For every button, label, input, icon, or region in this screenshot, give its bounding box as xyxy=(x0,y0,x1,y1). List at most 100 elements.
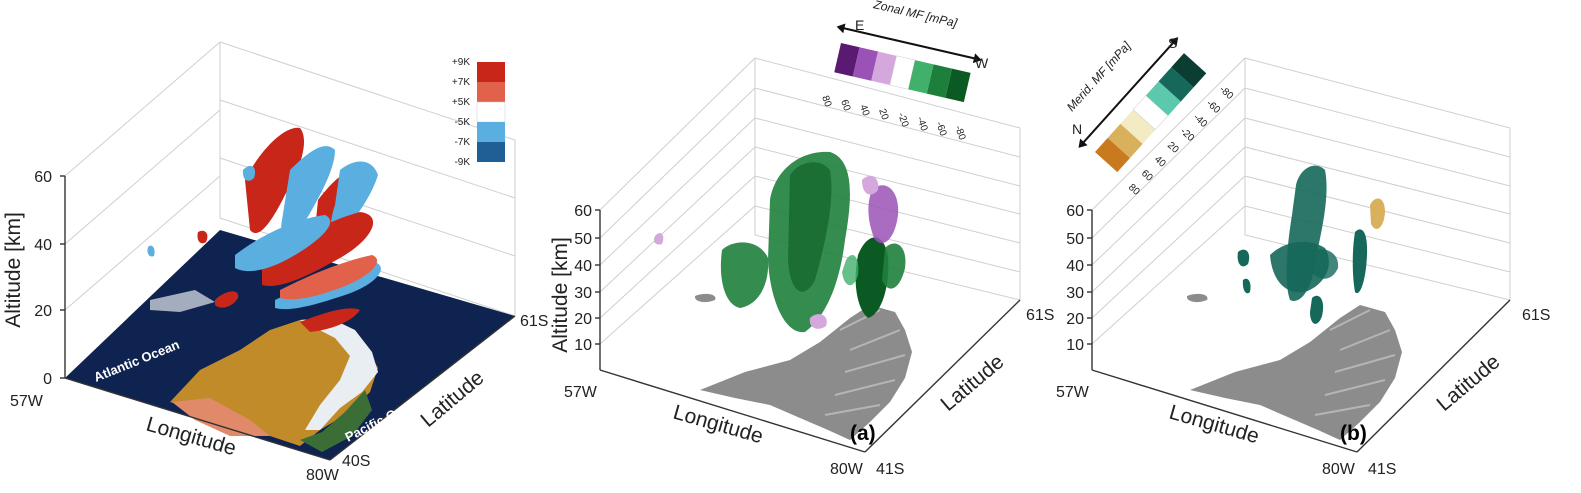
z-tick: 10 xyxy=(1066,337,1084,354)
legend-direction-n: N xyxy=(1072,121,1082,137)
z-tick: 30 xyxy=(574,285,592,302)
legend-tick: +7K xyxy=(452,77,470,88)
longitude-axis-label: Longitude xyxy=(671,401,766,449)
legend-swatch xyxy=(852,47,879,81)
legend-swatch xyxy=(476,101,506,123)
legend-direction-e: E xyxy=(855,17,864,33)
longitude-start-label: 57W xyxy=(10,393,44,410)
legend-direction-s: S xyxy=(1168,35,1177,51)
legend-swatch xyxy=(926,64,953,98)
legend-swatch xyxy=(477,82,505,102)
zonal-flux-legend: Zonal MF [mPa] E W 80 60 40 20 -20 -40 -… xyxy=(819,0,989,142)
z-tick: 40 xyxy=(34,237,52,254)
longitude-end-label: 80W xyxy=(830,461,864,478)
temperature-legend: +9K +7K +5K -5K -7K -9K xyxy=(452,57,506,168)
legend-tick: -80 xyxy=(952,124,967,142)
altitude-axis-label: Altitude [km] xyxy=(549,237,572,353)
z-tick: 0 xyxy=(43,371,52,388)
cold-anomaly-blob xyxy=(147,245,155,257)
cold-anomaly-blob xyxy=(235,215,331,272)
legend-tick: -20 xyxy=(895,111,910,129)
legend-swatch xyxy=(477,142,505,162)
legend-tick: 40 xyxy=(1152,154,1168,170)
legend-tick: -7K xyxy=(454,137,470,148)
westward-flux-blob xyxy=(788,162,832,292)
latitude-start-label: 41S xyxy=(876,461,904,478)
legend-swatch xyxy=(908,60,934,94)
warm-anomaly-blob xyxy=(215,291,239,308)
legend-swatch xyxy=(1158,67,1194,102)
legend-tick: -40 xyxy=(914,115,929,133)
legend-direction-w: W xyxy=(975,55,989,71)
z-tick: 20 xyxy=(34,303,52,320)
legend-swatch xyxy=(1095,137,1131,173)
southward-flux-blob xyxy=(1310,295,1324,324)
argentina-red xyxy=(172,398,270,436)
z-tick: 60 xyxy=(34,169,52,186)
legend-swatch xyxy=(834,43,860,77)
z-tick: 40 xyxy=(1066,258,1084,275)
southward-flux-blob xyxy=(1242,278,1251,294)
z-tick: 40 xyxy=(574,258,592,275)
legend-tick: -5K xyxy=(454,117,470,128)
warm-anomaly-blob xyxy=(300,308,360,332)
z-tick: 10 xyxy=(574,337,592,354)
eastward-flux-blob xyxy=(862,175,879,195)
terrain-island xyxy=(694,293,716,303)
legend-tick: 60 xyxy=(838,98,852,113)
legend-tick: -20 xyxy=(1178,126,1196,144)
legend-tick: 80 xyxy=(1126,182,1142,198)
panel-meridional: 60 50 40 30 20 10 57W Longitude 80W 41S … xyxy=(1056,35,1550,478)
legend-swatch xyxy=(1107,123,1143,158)
legend-swatch xyxy=(871,51,897,86)
legend-swatch xyxy=(945,68,971,103)
latitude-end-label: 61S xyxy=(1522,307,1550,324)
legend-tick: -40 xyxy=(1191,112,1209,130)
legend-tick: -60 xyxy=(933,120,948,138)
westward-flux-blob xyxy=(842,255,859,286)
altitude-axis-label: Altitude [km] xyxy=(2,212,25,328)
latitude-end-label: 61S xyxy=(1026,307,1054,324)
legend-swatch xyxy=(1120,109,1156,144)
legend-swatch xyxy=(1171,53,1207,88)
panel1-map-floor xyxy=(65,230,515,460)
andes-snow xyxy=(300,318,378,430)
panel-temperature: 60 40 20 0 Altitude [km] 57W Longitude 8… xyxy=(2,41,548,484)
meridional-flux-isosurfaces xyxy=(1237,165,1385,324)
panel-label-b: (b) xyxy=(1340,422,1367,445)
z-tick: 50 xyxy=(1066,231,1084,248)
latitude-start-label: 41S xyxy=(1368,461,1396,478)
antarctic-ice xyxy=(150,290,215,312)
latitude-axis-label: Latitude xyxy=(1432,350,1504,416)
latitude-start-label: 40S xyxy=(342,453,370,470)
panel-zonal: 60 50 40 30 20 10 Altitude [km] 57W Long… xyxy=(549,0,1054,478)
longitude-end-label: 80W xyxy=(306,467,340,484)
chile-green xyxy=(300,390,372,452)
warm-anomaly-blob xyxy=(280,255,378,300)
legend-tick: +5K xyxy=(452,97,470,108)
southward-flux-blob xyxy=(1310,248,1339,279)
legend-tick: 20 xyxy=(876,107,890,122)
z-tick: 60 xyxy=(574,203,592,220)
panel-label-a: (a) xyxy=(850,422,876,445)
terrain-island xyxy=(1186,293,1208,303)
eastward-flux-blob xyxy=(809,314,827,329)
legend-title: Merid. MF [mPa] xyxy=(1064,38,1134,114)
cold-anomaly-blob xyxy=(281,146,335,239)
westward-flux-blob xyxy=(882,243,906,289)
legend-tick: -9K xyxy=(454,157,470,168)
latitude-axis-label: Latitude xyxy=(936,350,1008,416)
warm-anomaly-blob xyxy=(197,230,208,244)
z-tick: 20 xyxy=(1066,311,1084,328)
southward-flux-blob xyxy=(1352,229,1368,294)
legend-swatch xyxy=(477,62,505,82)
warm-anomaly-blob xyxy=(262,212,374,286)
terrain-ridges xyxy=(1314,309,1396,416)
meridional-flux-legend: Merid. MF [mPa] N S 80 60 40 20 -20 -40 … xyxy=(1064,35,1236,198)
westward-flux-blob xyxy=(855,237,889,318)
eastward-flux-blob xyxy=(868,185,899,244)
longitude-end-label: 80W xyxy=(1322,461,1356,478)
legend-tick: 60 xyxy=(1139,168,1155,184)
legend-swatch xyxy=(477,122,505,142)
